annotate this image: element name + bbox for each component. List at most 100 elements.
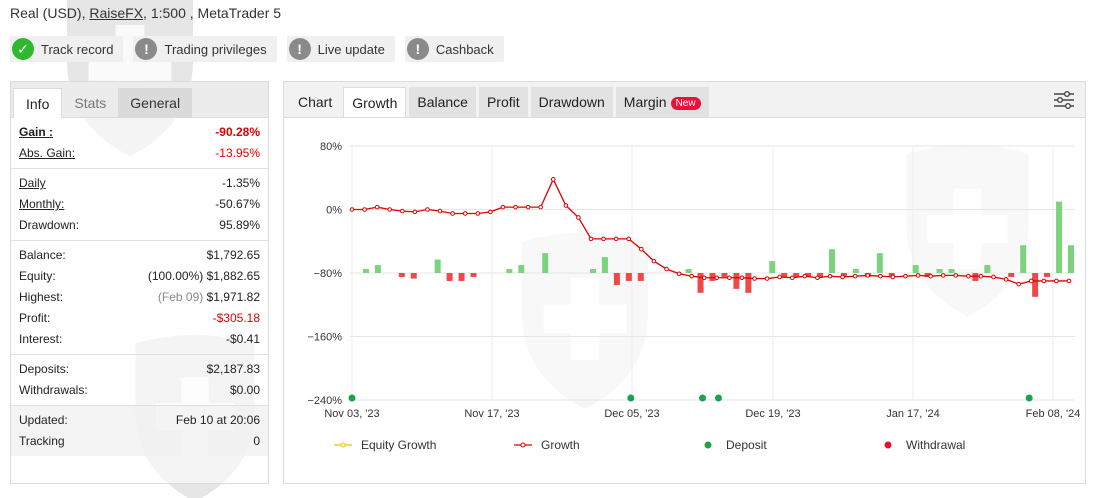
growth-point bbox=[701, 275, 707, 281]
profit-value: -$305.18 bbox=[212, 311, 260, 325]
legend-label: Withdrawal bbox=[906, 438, 965, 452]
exclamation-icon: ! bbox=[135, 38, 158, 60]
stat-row-interest: Interest: -$0.41 bbox=[11, 329, 268, 350]
sliders-settings-icon[interactable] bbox=[1053, 90, 1075, 110]
live-update-badge[interactable]: ! Live update bbox=[286, 36, 395, 62]
drawdown-bar bbox=[733, 273, 740, 289]
growth-point bbox=[576, 215, 581, 220]
stat-row-daily: Daily -1.35% bbox=[11, 173, 268, 194]
drawdown-bar bbox=[1020, 245, 1027, 273]
updated-label: Updated: bbox=[19, 413, 68, 427]
tab-chart[interactable]: Chart bbox=[298, 94, 333, 110]
deposit-marker bbox=[714, 394, 722, 402]
growth-point bbox=[563, 203, 569, 208]
drawdown-bar bbox=[697, 273, 704, 293]
growth-point bbox=[488, 209, 493, 215]
legend-label: Deposit bbox=[726, 438, 767, 452]
legend-marker bbox=[520, 442, 526, 448]
tab-margin-label: Margin bbox=[623, 94, 667, 110]
tab-info[interactable]: Info bbox=[13, 88, 63, 118]
legend-marker bbox=[340, 442, 346, 448]
drawdown-bar bbox=[374, 265, 381, 273]
growth-point bbox=[639, 246, 644, 252]
drawdown-bar bbox=[410, 273, 417, 279]
drawdown-bar bbox=[446, 273, 453, 281]
drawdown-bar bbox=[685, 269, 692, 273]
growth-point bbox=[500, 204, 506, 210]
monthly-label[interactable]: Monthly: bbox=[19, 197, 65, 211]
growth-point bbox=[928, 273, 933, 279]
trading-privileges-badge[interactable]: ! Trading privileges bbox=[133, 36, 277, 62]
growth-point bbox=[764, 276, 770, 281]
stat-row-deposits: Deposits: $2,187.83 bbox=[11, 359, 268, 380]
growth-point bbox=[739, 275, 745, 281]
interest-value: -$0.41 bbox=[225, 332, 260, 346]
tab-margin[interactable]: Margin New bbox=[615, 87, 709, 117]
tab-stats[interactable]: Stats bbox=[74, 95, 107, 111]
growth-point bbox=[978, 273, 984, 279]
drawdown-bar bbox=[625, 273, 632, 281]
growth-point bbox=[462, 211, 468, 216]
x-tick-label: Nov 17, '23 bbox=[464, 408, 519, 420]
badge-label: Trading privileges bbox=[164, 41, 267, 57]
growth-point bbox=[412, 209, 418, 215]
drawdown-bar bbox=[709, 273, 716, 281]
growth-point bbox=[550, 177, 556, 182]
stat-row-abs-gain: Abs. Gain: -13.95% bbox=[11, 143, 268, 164]
track-record-badge[interactable]: ✓ Track record bbox=[10, 36, 124, 62]
daily-label[interactable]: Daily bbox=[19, 176, 46, 190]
account-info-panel: Info Stats General Gain : -90.28% Abs. G… bbox=[10, 81, 269, 484]
interest-label: Interest: bbox=[19, 332, 63, 346]
growth-point bbox=[437, 208, 443, 214]
growth-point bbox=[1054, 278, 1059, 284]
drawdown-bar bbox=[601, 257, 608, 273]
badge-label: Cashback bbox=[435, 41, 494, 57]
x-tick-label: Nov 03, '23 bbox=[324, 408, 379, 420]
tab-growth[interactable]: Growth bbox=[343, 87, 407, 117]
updated-value: Feb 10 at 20:06 bbox=[175, 413, 260, 427]
abs-gain-label[interactable]: Abs. Gain: bbox=[19, 146, 76, 160]
growth-point bbox=[852, 273, 858, 279]
x-tick-label: Dec 19, '23 bbox=[745, 408, 800, 420]
y-tick-label: 0% bbox=[326, 205, 342, 217]
highest-label: Highest: bbox=[19, 290, 64, 304]
tab-profit[interactable]: Profit bbox=[478, 87, 528, 117]
stat-row-drawdown: Drawdown: 95.89% bbox=[11, 215, 268, 236]
growth-point bbox=[349, 207, 355, 212]
deposits-group: Deposits: $2,187.83 Withdrawals: $0.00 bbox=[11, 355, 268, 406]
account-header: Real (USD), RaiseFX, 1:500 , MetaTrader … bbox=[10, 5, 281, 21]
tab-balance[interactable]: Balance bbox=[409, 87, 476, 117]
x-tick-label: Feb 08, '24 bbox=[1026, 408, 1081, 420]
growth-point bbox=[1003, 277, 1009, 282]
growth-point bbox=[966, 273, 971, 279]
growth-point bbox=[953, 273, 959, 278]
growth-point bbox=[714, 275, 720, 281]
growth-point bbox=[940, 273, 946, 278]
drawdown-bar bbox=[1008, 273, 1015, 277]
growth-point bbox=[425, 207, 430, 212]
gain-label[interactable]: Gain : bbox=[19, 125, 54, 139]
drawdown-bar bbox=[590, 269, 596, 273]
deposit-marker bbox=[1025, 394, 1033, 402]
equity-value: $1,882.65 bbox=[206, 269, 260, 283]
drawdown-bar bbox=[434, 259, 441, 273]
drawdown-bar bbox=[1056, 201, 1063, 273]
x-tick-label: Dec 05, '23 bbox=[604, 408, 659, 420]
y-tick-label: −160% bbox=[307, 332, 342, 344]
broker-link[interactable]: RaiseFX bbox=[89, 5, 144, 21]
stat-row-withdrawals: Withdrawals: $0.00 bbox=[11, 380, 268, 401]
growth-point bbox=[588, 236, 594, 242]
tab-drawdown[interactable]: Drawdown bbox=[530, 87, 613, 117]
growth-point bbox=[450, 211, 455, 216]
legend-marker bbox=[884, 441, 892, 449]
growth-point bbox=[374, 204, 380, 210]
deposits-label: Deposits: bbox=[19, 362, 70, 376]
cashback-badge[interactable]: ! Cashback bbox=[404, 36, 504, 62]
tracking-group: Updated: Feb 10 at 20:06 Tracking 0 bbox=[11, 406, 268, 456]
drawdown-bar bbox=[936, 269, 943, 273]
drawdown-bar bbox=[829, 249, 835, 273]
tracking-value: 0 bbox=[253, 434, 260, 448]
growth-point bbox=[1041, 278, 1047, 284]
growth-point bbox=[802, 273, 808, 279]
tab-general[interactable]: General bbox=[118, 88, 193, 118]
